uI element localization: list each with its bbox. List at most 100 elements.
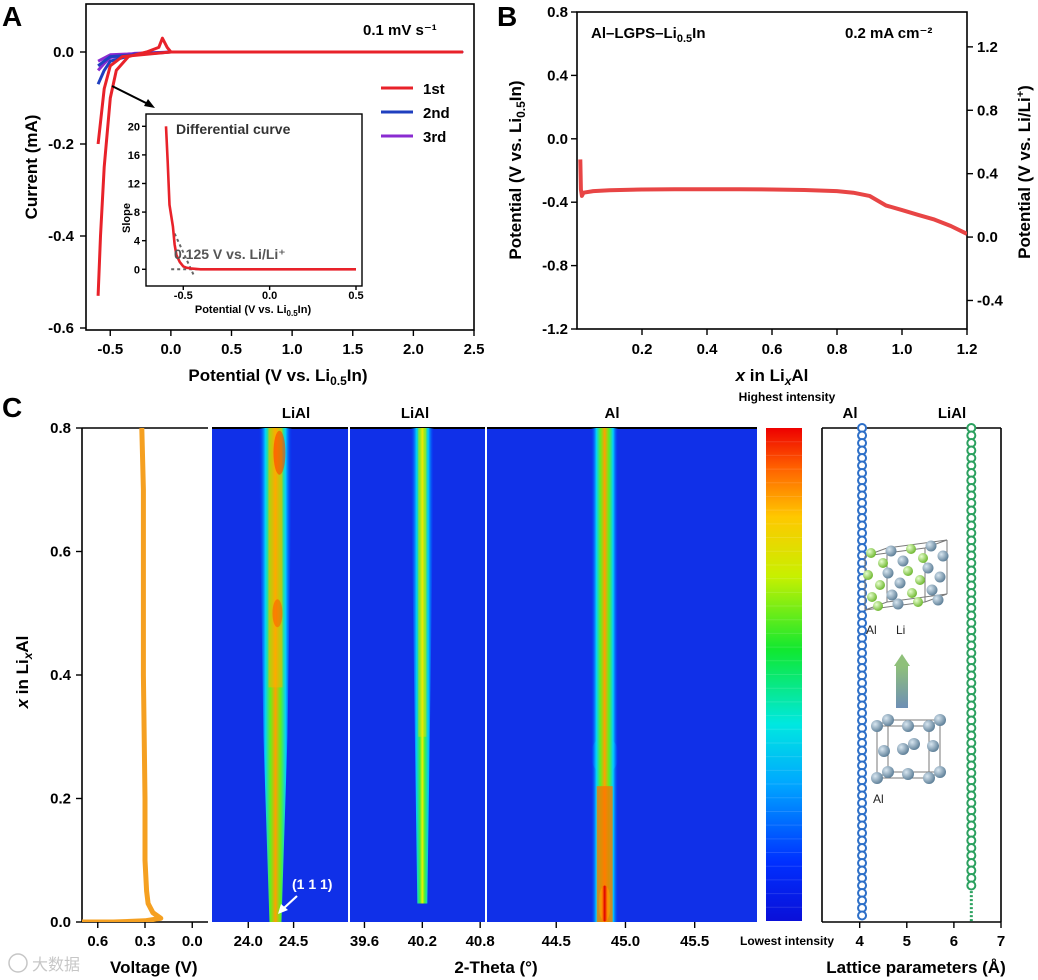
panel-b-x-tick-label: 0.2	[632, 341, 653, 358]
lattice-series	[857, 423, 977, 922]
al-atom	[908, 738, 920, 750]
watermark-text: 大数据	[32, 956, 80, 974]
panel-a-y-tick-label: -0.2	[48, 136, 74, 153]
al-atom	[882, 766, 894, 778]
panel-a-frame	[85, 3, 475, 331]
li-atom	[918, 553, 928, 563]
inset-y-tick-label: 4	[134, 236, 141, 248]
al-atom	[882, 714, 894, 726]
c-voltage-x-axis: 0.6 0.3 0.0	[87, 922, 203, 950]
annotation-arrowhead	[278, 904, 288, 914]
panel-b-x-tick-label: 1.2	[957, 341, 978, 358]
lattice-x-tick-label: 7	[997, 933, 1005, 950]
inset-curve	[164, 126, 356, 271]
al-crystal-structure: Al	[871, 714, 946, 806]
heatmap-x-tick-label: 45.5	[680, 933, 709, 950]
al-atom	[927, 740, 939, 752]
c-voltage-curve	[82, 428, 164, 922]
heatmap-peak-hotspot	[272, 599, 283, 628]
inset-y-label: Slope	[121, 203, 133, 233]
colorbar-bands	[766, 441, 802, 908]
inset-pointer-arrowhead	[144, 99, 155, 108]
c-voltage-y-tick-label: 0.4	[50, 667, 72, 684]
lattice-point-Al	[857, 910, 868, 921]
c-voltage-y-tick-label: 0.2	[50, 791, 71, 808]
lattice-al-label: Al	[843, 405, 858, 422]
inset-title: Differential curve	[176, 121, 291, 137]
heatmap-x-tick-label: 45.0	[611, 933, 640, 950]
inset-annotation: 0.125 V vs. Li/Li⁺	[174, 246, 286, 262]
al-atom	[885, 545, 897, 557]
c-voltage-y-tick-label: 0.0	[50, 914, 71, 931]
li-atom	[915, 575, 925, 585]
panel-b-x-label: x in LixAl	[735, 366, 809, 388]
al-atom	[894, 577, 906, 589]
panel-b-y-axis: -1.2 -0.8 -0.4 0.0 0.4 0.8	[542, 4, 577, 338]
panel-b-current-label: 0.2 mA cm⁻²	[845, 25, 932, 42]
c-voltage-y-tick-label: 0.8	[50, 420, 71, 437]
heatmap-x-tick-label: 39.6	[350, 933, 379, 950]
legend-label-2nd: 2nd	[423, 105, 450, 122]
panel-b-x-axis: 0.2 0.4 0.6 0.8 1.0 1.2	[632, 329, 978, 358]
inset-y-tick-label: 12	[128, 178, 140, 190]
li-atom	[913, 597, 923, 607]
panel-a-chart: -0.5 0.0 0.5 1.0 1.5 2.0 2.5 -0.6 -0.4 -0.2 0.0 0…	[22, 3, 484, 388]
c-voltage-x-tick-label: 0.6	[87, 933, 108, 950]
inset-x-tick-label: -0.5	[174, 290, 193, 302]
c-voltage-x-tick-label: 0.0	[182, 933, 203, 950]
heatmap-peak-hotspot	[273, 430, 286, 475]
heatmap-peak-hotspot	[598, 885, 611, 922]
panel-label-b: B	[497, 1, 517, 32]
inset-y-tick-label: 16	[128, 150, 140, 162]
heatmap-x-tick-label: 40.8	[466, 933, 495, 950]
annotation-arrow	[283, 895, 298, 909]
inset-y-axis: 0 4 8 12 16 20	[128, 121, 146, 276]
watermark: 大数据	[8, 953, 80, 974]
inset-x-tick-label: 0.0	[262, 290, 277, 302]
heatmap-peak-core	[596, 786, 613, 922]
heatmap-peak-band	[410, 428, 435, 904]
al-atom	[902, 768, 914, 780]
lattice-x-tick-label: 6	[950, 933, 958, 950]
panel-c-heatmap: 24.0 24.5 39.6 40.2 40.8 44.5 45.0 45.5 2-Theta…	[212, 405, 757, 977]
crystal-label-al-bottom: Al	[873, 792, 884, 806]
al-atom	[937, 550, 949, 562]
inset-frame	[145, 113, 363, 287]
al-atom	[934, 766, 946, 778]
panel-a-y-axis: -0.6 -0.4 -0.2 0.0	[48, 44, 86, 337]
panel-b-x-tick-label: 1.0	[892, 341, 913, 358]
lattice-x-tick-label: 5	[903, 933, 911, 950]
al-atom	[934, 571, 946, 583]
panel-a-y-label: Current (mA)	[22, 115, 41, 220]
phase-arrow-shaft	[896, 666, 908, 708]
lattice-lial-label: LiAl	[938, 405, 966, 422]
panel-a-x-tick-label: 2.0	[403, 341, 424, 358]
panel-b-y-tick-label: 0.0	[547, 131, 568, 148]
heatmap-x-axis: 24.0 24.5 39.6 40.2 40.8 44.5 45.0 45.5	[234, 922, 709, 950]
panel-b-y2-tick-label: 0.4	[977, 166, 999, 183]
panel-c-voltage-chart: 0.6 0.3 0.0 0.0 0.2 0.4 0.6 0.8 Voltage (V) x …	[13, 420, 208, 977]
lattice-x-axis: 4 5 6 7	[856, 922, 1005, 950]
heatmap-annotation-111: (1 1 1)	[292, 876, 332, 892]
panel-a-x-tick-label: 1.5	[342, 341, 363, 358]
lial-crystal-structure: Al Li	[863, 539, 949, 637]
panel-b-y2-tick-label: 1.2	[977, 39, 998, 56]
panel-a-x-tick-label: 0.5	[221, 341, 242, 358]
al-atom	[934, 714, 946, 726]
heatmap-x-tick-label: 24.0	[234, 933, 263, 950]
c-voltage-series	[82, 428, 164, 922]
c-voltage-y-tick-label: 0.6	[50, 544, 71, 561]
panel-a-x-tick-label: 0.0	[160, 341, 181, 358]
c-voltage-y-label: x in LixAl	[13, 636, 35, 710]
panel-label-a: A	[2, 1, 22, 32]
li-atom	[878, 558, 888, 568]
panel-b-y2-axis: -0.4 0.0 0.4 0.8 1.2	[967, 39, 1004, 309]
heatmap-peak-core	[418, 428, 427, 737]
panel-b-y-tick-label: -1.2	[542, 321, 568, 338]
crystal-label-al-top: Al	[866, 623, 877, 637]
panel-a-y-tick-label: -0.6	[48, 320, 74, 337]
panel-b-y2-tick-label: -0.4	[977, 292, 1004, 309]
panel-a-series	[96, 36, 464, 296]
crystal-label-li: Li	[896, 623, 905, 637]
